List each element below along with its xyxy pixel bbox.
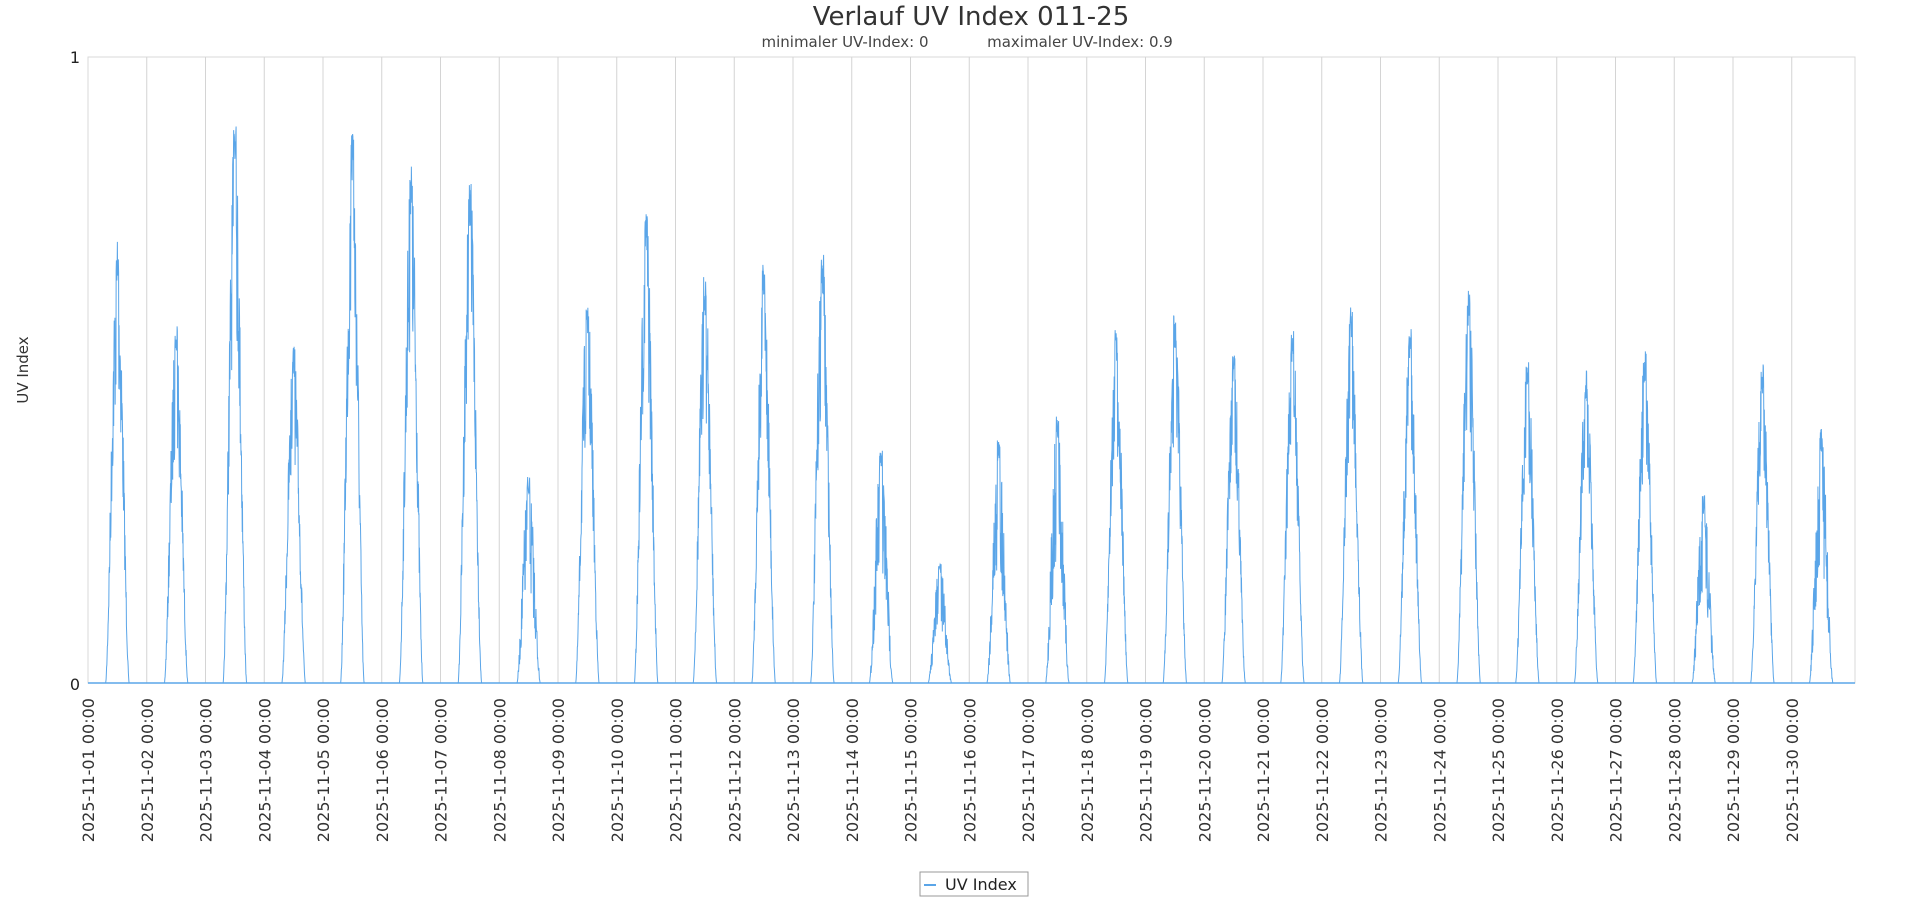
x-tick-label: 2025-11-19 00:00 — [1137, 698, 1156, 842]
x-tick-label: 2025-11-07 00:00 — [432, 698, 451, 842]
x-tick-label: 2025-11-21 00:00 — [1254, 698, 1273, 842]
x-tick-label: 2025-11-04 00:00 — [255, 698, 274, 842]
x-tick-label: 2025-11-25 00:00 — [1489, 698, 1508, 842]
x-tick-label: 2025-11-27 00:00 — [1607, 698, 1626, 842]
series-uv-index — [88, 126, 1855, 684]
x-tick-label: 2025-11-17 00:00 — [1019, 698, 1038, 842]
x-tick-label: 2025-11-12 00:00 — [725, 698, 744, 842]
x-tick-label: 2025-11-10 00:00 — [608, 698, 627, 842]
x-tick-label: 2025-11-22 00:00 — [1313, 698, 1332, 842]
x-tick-label: 2025-11-23 00:00 — [1372, 698, 1391, 842]
series-line-uv-index — [88, 126, 1851, 684]
x-tick-label: 2025-11-11 00:00 — [667, 698, 686, 842]
x-tick-label: 2025-11-18 00:00 — [1078, 698, 1097, 842]
x-tick-label: 2025-11-13 00:00 — [784, 698, 803, 842]
x-tick-label: 2025-11-01 00:00 — [79, 698, 98, 842]
x-tick-label: 2025-11-20 00:00 — [1195, 698, 1214, 842]
x-tick-label: 2025-11-29 00:00 — [1724, 698, 1743, 842]
x-tick-label: 2025-11-03 00:00 — [197, 698, 216, 842]
chart-subtitle-min: minimaler UV-Index: 0 — [761, 33, 928, 51]
legend-label: UV Index — [945, 875, 1017, 894]
x-axis-ticks: 2025-11-01 00:00 2025-11-02 00:00 2025-11-… — [79, 698, 1802, 842]
y-axis-label: UV Index — [14, 336, 32, 403]
x-tick-label: 2025-11-09 00:00 — [549, 698, 568, 842]
chart-title: Verlauf UV Index 011-25 — [813, 2, 1130, 32]
x-tick-label: 2025-11-14 00:00 — [843, 698, 862, 842]
y-tick-max: 1 — [70, 48, 80, 67]
x-tick-label: 2025-11-28 00:00 — [1665, 698, 1684, 842]
legend-box — [919, 871, 1029, 897]
vertical-grid — [146, 57, 1793, 683]
x-tick-label: 2025-11-24 00:00 — [1430, 698, 1449, 842]
x-tick-label: 2025-11-26 00:00 — [1548, 698, 1567, 842]
x-tick-label: 2025-11-02 00:00 — [138, 698, 157, 842]
x-tick-label: 2025-11-30 00:00 — [1783, 698, 1802, 842]
legend: UV Index — [919, 871, 1029, 897]
chart-subtitle-max: maximaler UV-Index: 0.9 — [987, 33, 1173, 51]
x-tick-label: 2025-11-15 00:00 — [902, 698, 921, 842]
x-tick-label: 2025-11-16 00:00 — [960, 698, 979, 842]
y-tick-min: 0 — [70, 675, 80, 694]
x-tick-label: 2025-11-06 00:00 — [373, 698, 392, 842]
x-tick-label: 2025-11-05 00:00 — [314, 698, 333, 842]
x-tick-label: 2025-11-08 00:00 — [490, 698, 509, 842]
